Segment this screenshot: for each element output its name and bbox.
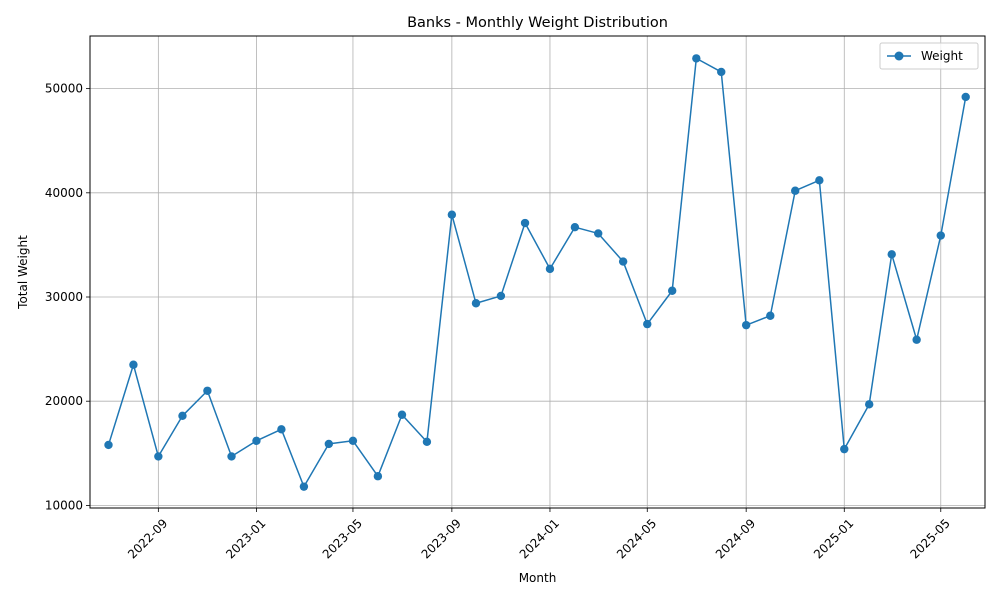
legend-marker-weight [894, 51, 904, 61]
legend-box [879, 42, 979, 70]
data-point [936, 231, 945, 240]
series-weight [104, 54, 970, 491]
data-point [348, 436, 358, 445]
data-point [594, 229, 603, 238]
data-point [815, 176, 824, 185]
data-point [692, 54, 701, 63]
data-point [618, 257, 628, 266]
plot-area-frame [89, 35, 986, 509]
data-point [865, 400, 874, 409]
data-point [840, 444, 849, 454]
data-point [496, 291, 506, 301]
data-point [104, 440, 113, 450]
chart-title: Banks - Monthly Weight Distribution [407, 15, 668, 31]
data-point [299, 482, 309, 491]
data-point [324, 439, 334, 449]
data-point [643, 319, 652, 329]
x-axis-label: Month [519, 571, 557, 585]
y-tick-label: 20000 [45, 394, 83, 408]
data-point [717, 67, 726, 77]
data-point [741, 320, 751, 330]
y-tick-label: 30000 [45, 290, 83, 304]
data-point [471, 299, 481, 308]
y-tick-label: 10000 [45, 498, 83, 512]
data-point [545, 264, 555, 274]
data-point [277, 425, 286, 434]
data-point [912, 335, 921, 344]
y-axis-ticks: 10000 20000 30000 40000 50000 [45, 82, 90, 512]
legend: Weight [879, 42, 979, 70]
data-point [422, 437, 432, 447]
grid [90, 36, 985, 508]
data-point [887, 250, 896, 259]
data-point [520, 218, 530, 228]
data-point [129, 360, 138, 369]
data-point [178, 411, 187, 420]
data-point [154, 452, 163, 461]
legend-label-weight: Weight [921, 49, 963, 63]
data-point [252, 436, 261, 445]
data-point [766, 311, 775, 320]
series-line [107, 57, 967, 488]
y-tick-label: 40000 [45, 186, 83, 200]
data-point [667, 286, 677, 295]
data-point [203, 386, 212, 395]
data-point [227, 452, 236, 461]
data-point [570, 222, 580, 232]
data-point [791, 186, 800, 195]
y-tick-label: 50000 [45, 82, 83, 96]
data-point [397, 410, 407, 419]
data-point [961, 92, 970, 102]
y-axis-label: Total Weight [16, 235, 30, 310]
data-point [447, 210, 457, 219]
data-point [373, 472, 383, 481]
